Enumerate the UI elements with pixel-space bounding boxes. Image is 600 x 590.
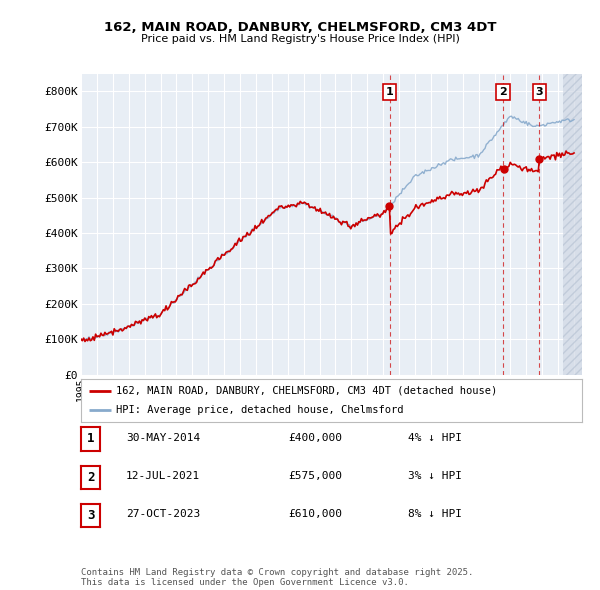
Text: 1: 1 — [87, 432, 94, 445]
Text: £400,000: £400,000 — [288, 433, 342, 442]
Text: 1: 1 — [386, 87, 394, 97]
Text: 2: 2 — [499, 87, 507, 97]
Text: Contains HM Land Registry data © Crown copyright and database right 2025.
This d: Contains HM Land Registry data © Crown c… — [81, 568, 473, 587]
Text: 8% ↓ HPI: 8% ↓ HPI — [408, 510, 462, 519]
Text: 30-MAY-2014: 30-MAY-2014 — [126, 433, 200, 442]
Text: 4% ↓ HPI: 4% ↓ HPI — [408, 433, 462, 442]
Text: HPI: Average price, detached house, Chelmsford: HPI: Average price, detached house, Chel… — [116, 405, 404, 415]
Text: 27-OCT-2023: 27-OCT-2023 — [126, 510, 200, 519]
Text: 162, MAIN ROAD, DANBURY, CHELMSFORD, CM3 4DT (detached house): 162, MAIN ROAD, DANBURY, CHELMSFORD, CM3… — [116, 386, 497, 396]
Text: 12-JUL-2021: 12-JUL-2021 — [126, 471, 200, 481]
Text: 162, MAIN ROAD, DANBURY, CHELMSFORD, CM3 4DT: 162, MAIN ROAD, DANBURY, CHELMSFORD, CM3… — [104, 21, 496, 34]
Text: 3% ↓ HPI: 3% ↓ HPI — [408, 471, 462, 481]
Text: 2: 2 — [87, 471, 94, 484]
Text: £610,000: £610,000 — [288, 510, 342, 519]
Text: £575,000: £575,000 — [288, 471, 342, 481]
Text: Price paid vs. HM Land Registry's House Price Index (HPI): Price paid vs. HM Land Registry's House … — [140, 34, 460, 44]
Text: 3: 3 — [536, 87, 543, 97]
Text: 3: 3 — [87, 509, 94, 522]
